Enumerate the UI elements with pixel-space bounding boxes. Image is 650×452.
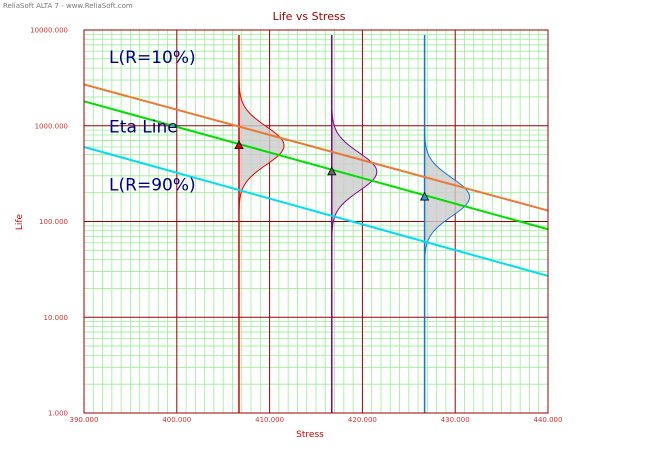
eta-line xyxy=(83,100,549,231)
y-tick-label: 10000.000 xyxy=(30,27,68,35)
r90-line xyxy=(83,146,549,277)
annotation-r10: L(R=10%) xyxy=(109,48,196,68)
plot-border xyxy=(83,29,549,414)
y-axis-label: Life xyxy=(15,213,25,230)
x-tick-label: 400.000 xyxy=(162,416,191,424)
eta-marker-3 xyxy=(419,191,430,201)
r10-line xyxy=(83,83,549,212)
x-tick-label: 430.000 xyxy=(441,416,470,424)
plot-area: 390.000 400.000 410.000 420.000 430.000 440.0… xyxy=(30,27,562,425)
x-tick-label: 440.000 xyxy=(534,416,563,424)
x-tick-label: 420.000 xyxy=(348,416,377,424)
eta-marker-2 xyxy=(327,166,337,176)
y-tick-label: 1000.000 xyxy=(35,122,68,130)
y-tick-label: 1.000 xyxy=(48,410,68,418)
x-tick-label: 390.000 xyxy=(70,416,99,424)
pdf-fill-3 xyxy=(424,35,470,413)
y-tick-label: 100.000 xyxy=(39,218,68,226)
annotation-eta: Eta Line xyxy=(109,118,178,138)
eta-marker-1 xyxy=(234,140,244,150)
annotation-r90: L(R=90%) xyxy=(109,176,196,196)
window-title-text: ReliaSoft ALTA 7 - www.ReliaSoft.com xyxy=(3,2,133,10)
y-tick-label: 10.000 xyxy=(44,314,69,322)
x-tick-label: 410.000 xyxy=(255,416,284,424)
x-axis-label: Stress xyxy=(296,430,324,440)
chart-title: Life vs Stress xyxy=(273,10,346,23)
